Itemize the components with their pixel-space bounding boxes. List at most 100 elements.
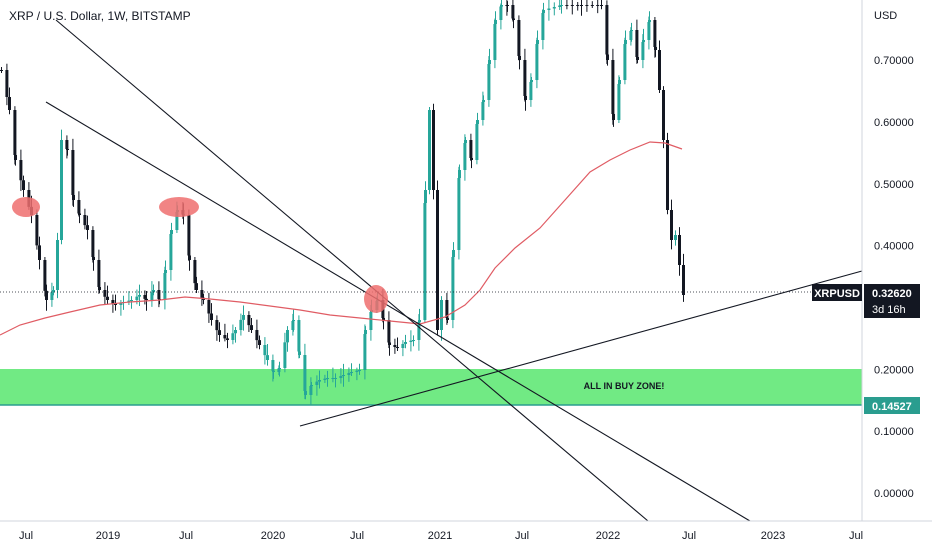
candle-body (585, 5, 589, 6)
candle-body (596, 5, 600, 6)
candle-body (247, 315, 251, 326)
candle-body (518, 56, 521, 60)
candle-body (56, 240, 59, 290)
candle (250, 318, 253, 333)
candle-body (78, 213, 81, 215)
candle (580, 0, 583, 16)
y-tick-label: 0.50000 (874, 179, 914, 191)
candle-body (315, 381, 319, 385)
candle (565, 0, 569, 10)
candle (678, 227, 681, 276)
candle (283, 332, 287, 373)
candle-body (138, 295, 141, 297)
candle (487, 56, 491, 107)
candle-body (277, 368, 281, 372)
candle (428, 107, 431, 195)
candle-body (255, 330, 259, 341)
candle (585, 0, 589, 12)
candle-body (470, 158, 473, 160)
candle-body (14, 155, 17, 160)
candle-body (250, 325, 253, 330)
candle-body (541, 13, 545, 40)
candle (396, 337, 399, 351)
candle (200, 280, 204, 306)
candle-body (576, 5, 580, 6)
candle (315, 375, 319, 396)
candle (78, 210, 81, 224)
candle-body (223, 335, 227, 339)
candle (512, 8, 515, 29)
candles-layer (0, 0, 685, 405)
candle-body (463, 143, 467, 170)
candle-body (653, 20, 657, 47)
candle-body (682, 265, 685, 295)
candle-body (157, 290, 161, 299)
candle-body (624, 40, 627, 44)
price-axis[interactable]: USD0.700000.600000.500000.400000.300000.… (861, 0, 914, 521)
candle (277, 365, 281, 375)
candle-body (0, 70, 3, 71)
candle (364, 326, 367, 340)
candle (409, 330, 413, 352)
candle (92, 249, 95, 271)
candle (457, 166, 461, 260)
candle-body (623, 44, 627, 80)
candle-body (331, 378, 335, 379)
candle (641, 34, 645, 69)
candle (618, 77, 621, 93)
candle (218, 322, 221, 342)
candle (541, 9, 545, 50)
candle-body (145, 298, 148, 300)
candle-body (304, 391, 307, 395)
candle-body (106, 296, 109, 300)
candle (418, 308, 421, 329)
x-tick-label: Jul (515, 530, 529, 542)
candle-body (83, 215, 87, 226)
candle (43, 257, 47, 297)
candle-body (552, 7, 556, 9)
candle-body (195, 283, 198, 290)
candle-body (476, 120, 479, 124)
candle-body (60, 140, 63, 240)
y-tick-label: 0.20000 (874, 364, 914, 376)
candle (114, 294, 117, 311)
candle (358, 363, 361, 375)
candle-body (369, 312, 373, 330)
candle-body (71, 150, 75, 195)
candle-body (92, 257, 95, 260)
support-tag-bg (864, 397, 920, 414)
candle (674, 230, 677, 246)
candle (452, 242, 455, 262)
candle (310, 382, 313, 392)
candle (13, 106, 17, 165)
candle-body (535, 44, 539, 80)
candle-body (309, 386, 313, 395)
candle (393, 338, 397, 354)
time-axis[interactable]: Jul 2019 Jul 2020 Jul 2021 Jul 2022 Jul 2023 Jul (0, 520, 932, 542)
symbol-tag-text: XRPUSD (814, 288, 860, 300)
candle (304, 385, 307, 400)
candle-body (119, 302, 123, 305)
candle-body (600, 5, 603, 6)
candle-body (500, 5, 503, 7)
ma-line (0, 141, 683, 336)
candle (636, 52, 639, 63)
candle-body (52, 290, 55, 293)
candle-body (310, 385, 313, 386)
candle (482, 95, 485, 113)
candle (647, 16, 651, 50)
candle (458, 164, 461, 184)
candle (499, 3, 503, 30)
candle (298, 343, 301, 358)
candle-body (50, 292, 54, 300)
candle-body (163, 273, 167, 300)
candle (272, 362, 275, 379)
candle-body (318, 380, 321, 382)
candle (263, 337, 267, 365)
candle (271, 354, 275, 382)
x-tick-label: Jul (849, 530, 863, 542)
y-tick-label: 0.70000 (874, 55, 914, 67)
candle-body (334, 378, 337, 379)
candle (401, 340, 405, 357)
